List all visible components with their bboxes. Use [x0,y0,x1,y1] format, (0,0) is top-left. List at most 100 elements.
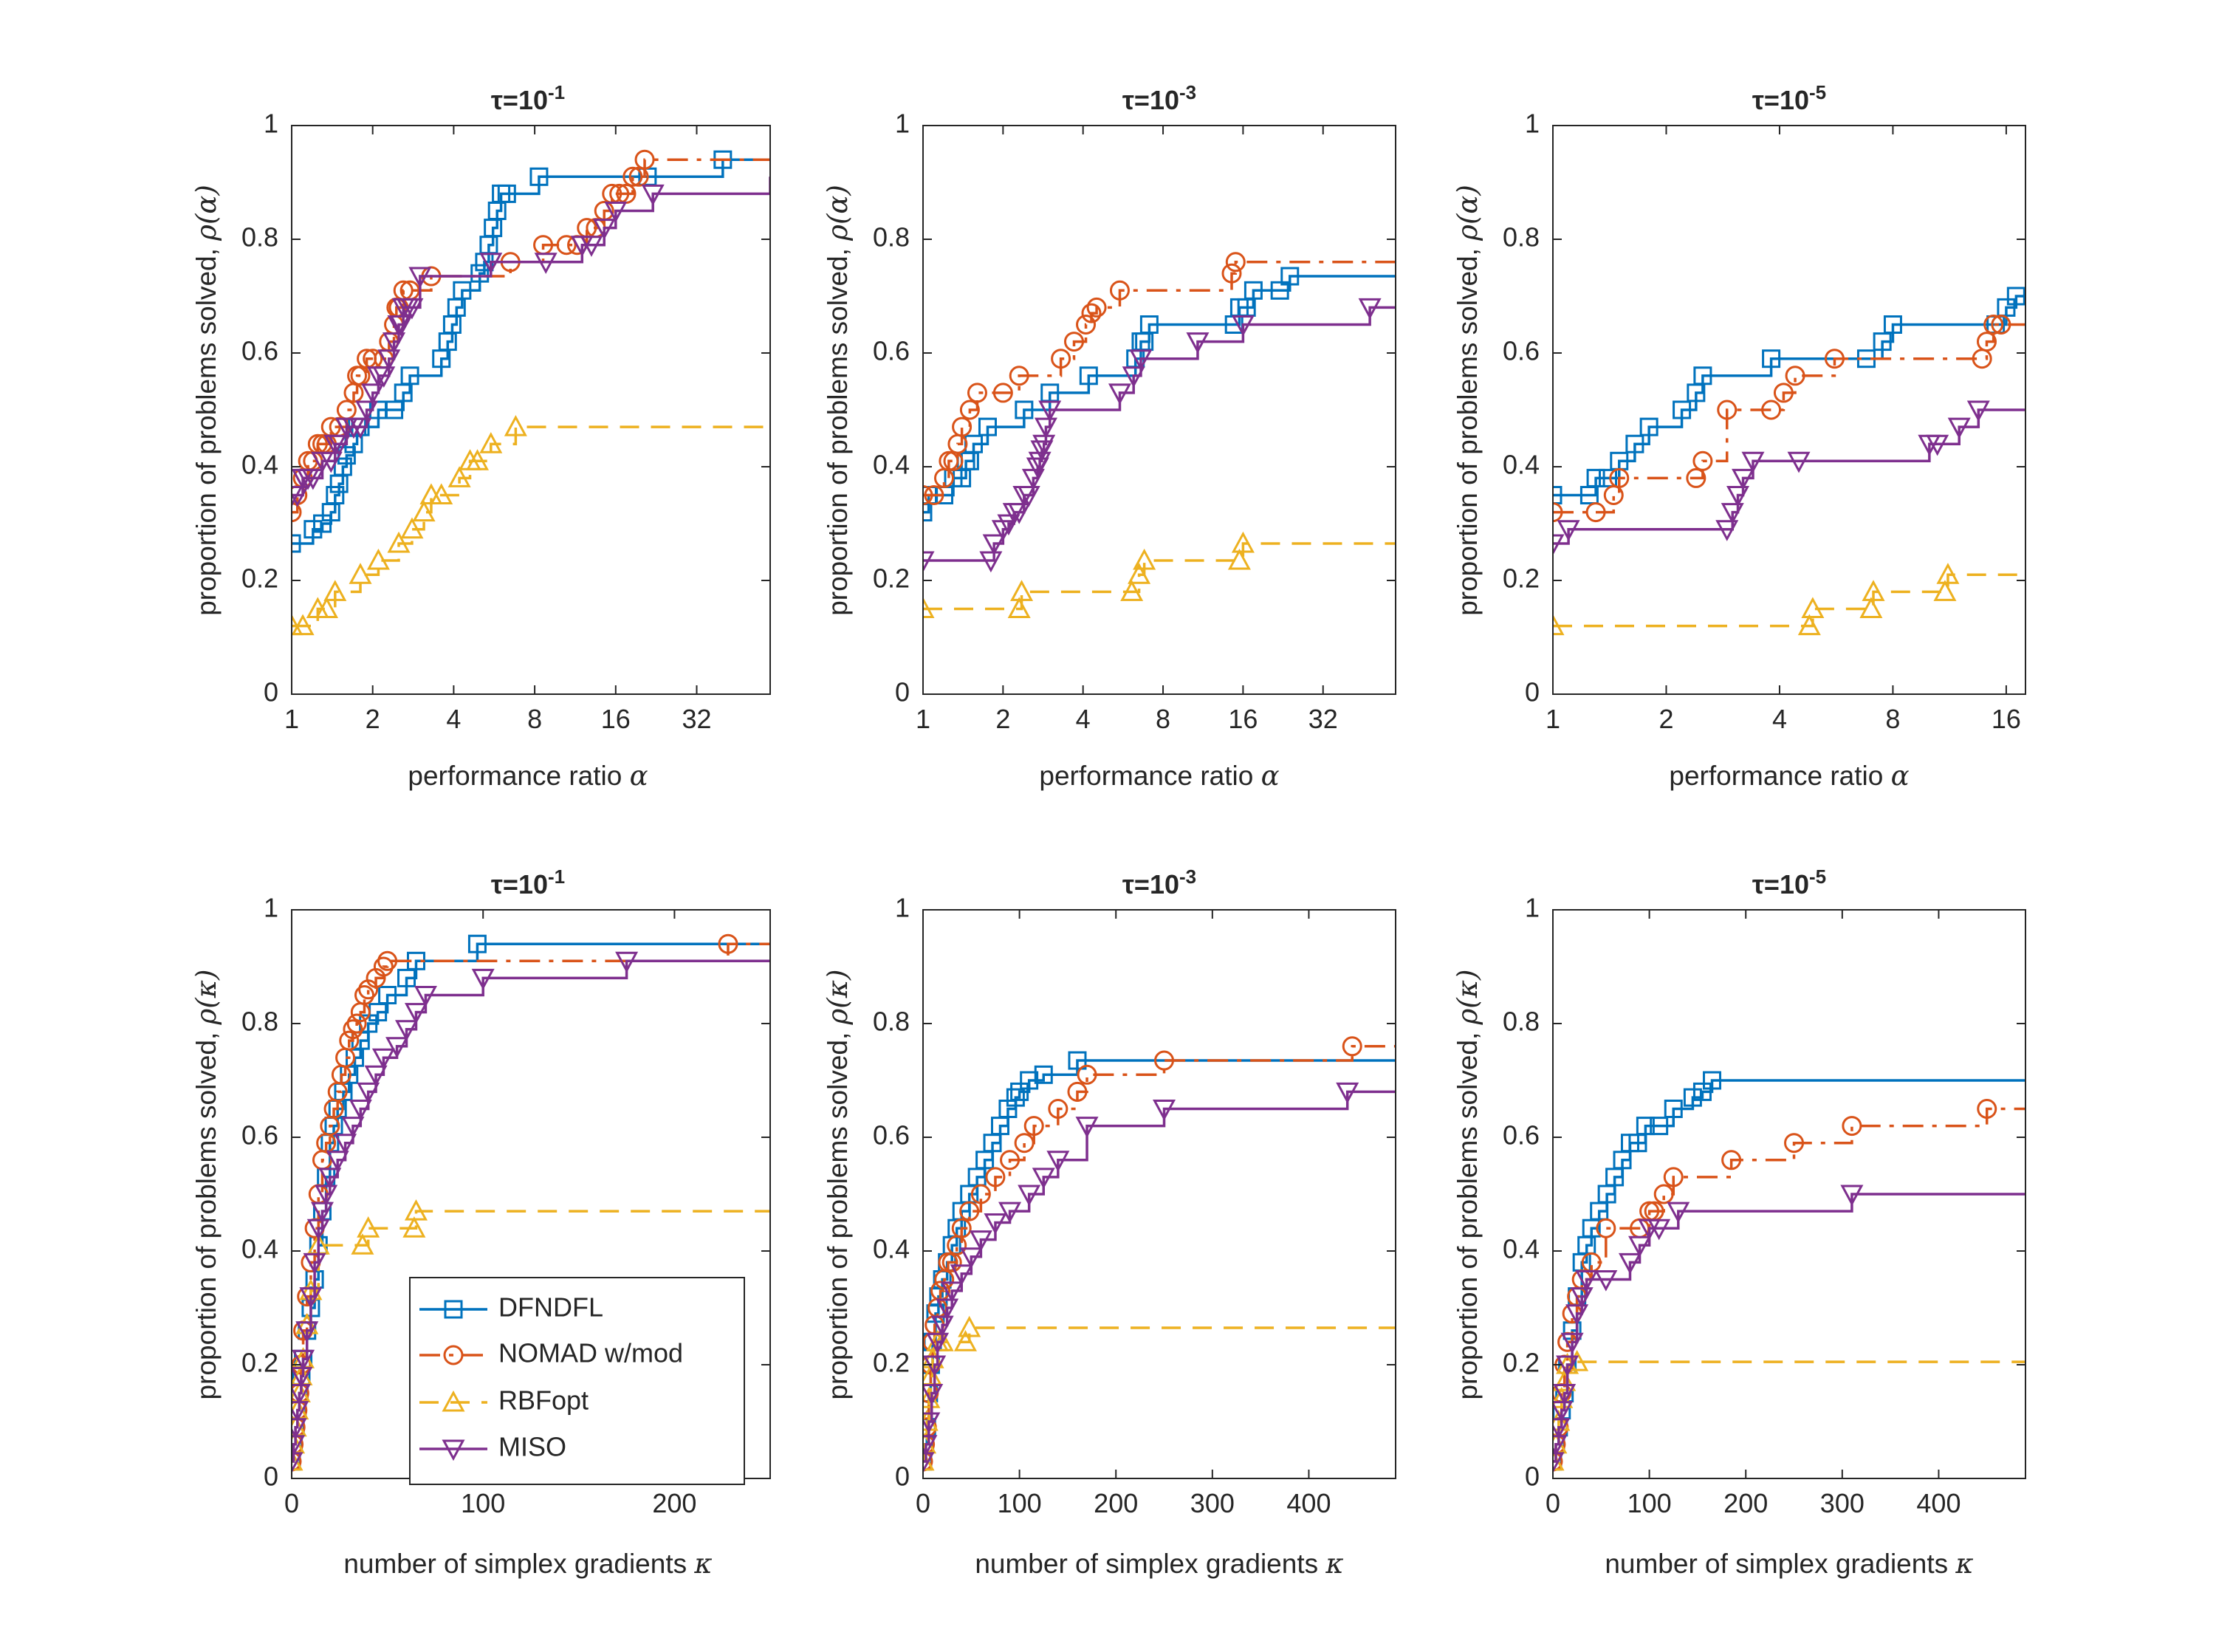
series-nomad-w-mod [923,252,1396,505]
x-tick-label: 8 [527,704,542,734]
data-point-dfndfl [1762,349,1781,369]
series-line-rbfopt [923,542,1396,611]
series-line-miso [292,959,770,1463]
data-point-nomad-w-mod [1686,467,1706,488]
data-point-miso [408,267,432,289]
data-point-nomad-w-mod [1067,1081,1088,1102]
data-point-miso [1721,503,1744,524]
data-point-nomad-w-mod [718,933,738,954]
series-miso [923,298,1396,573]
data-point-miso [615,951,639,973]
legend-marker [444,1300,463,1319]
data-point-nomad-w-mod [1983,315,2004,335]
data-point-rbfopt [1859,597,1883,618]
data-point-nomad-w-mod [1773,383,1794,403]
data-point-miso [479,253,503,274]
y-tick-label: 0.8 [241,222,278,253]
y-tick-label: 0.8 [1503,222,1540,253]
data-point-dfndfl [497,184,516,203]
series-line-miso [1553,408,2025,545]
y-tick-label: 0.4 [873,450,910,480]
data-point-nomad-w-mod [1717,400,1738,420]
x-tick-label: 0 [916,1488,930,1518]
y-tick-label: 0.6 [1503,336,1540,366]
data-point-nomad-w-mod [1023,1116,1044,1137]
data-point-miso [1122,366,1145,388]
series-line-rbfopt [923,1326,1396,1463]
data-point-miso [306,1219,330,1241]
data-point-miso [1007,503,1031,524]
data-point-dfndfl [1139,315,1159,334]
data-point-dfndfl [1553,486,1562,504]
data-point-miso [580,236,603,257]
y-axis-label: proportion of problems solved, ρ(α) [191,185,222,616]
data-point-miso [292,486,309,507]
data-point-nomad-w-mod [1784,1133,1805,1154]
data-point-nomad-w-mod [1014,1133,1035,1154]
data-point-miso [1046,1151,1070,1172]
data-point-miso [1231,315,1255,337]
x-tick-label: 8 [1885,704,1900,734]
data-point-dfndfl [378,986,397,1004]
data-point-miso [400,298,424,320]
data-point-miso [1594,1270,1618,1292]
series-miso [1553,400,2025,556]
data-point-nomad-w-mod [350,366,371,386]
data-point-miso [1034,417,1057,439]
y-tick-label: 1 [264,893,278,923]
y-tick-label: 0.8 [873,222,910,253]
data-point-miso [1553,1452,1565,1474]
data-point-rbfopt [1010,580,1034,601]
data-point-miso [292,1401,309,1422]
legend-item-dfndfl [419,1300,487,1319]
data-point-nomad-w-mod [924,485,944,505]
data-point-rbfopt [351,1233,374,1255]
data-point-rbfopt [402,1216,426,1238]
data-point-rbfopt [1553,614,1565,636]
data-point-miso [1017,486,1040,507]
data-point-miso [534,253,558,274]
data-point-miso [641,184,665,206]
data-point-miso [292,1435,306,1456]
data-point-rbfopt [357,1216,380,1238]
data-point-miso [292,1384,311,1405]
data-point-dfndfl [303,520,323,539]
data-point-nomad-w-mod [1842,1116,1862,1137]
data-point-miso [1947,417,1971,439]
data-point-dfndfl [326,486,345,504]
data-point-dfndfl [1636,1117,1655,1136]
data-point-nomad-w-mod [1991,315,2011,335]
data-point-nomad-w-mod [1051,349,1071,369]
x-axis-label: number of simplex gradients κ [975,1548,1343,1580]
data-point-nomad-w-mod [1553,502,1563,523]
data-point-rbfopt [387,531,411,553]
data-point-dfndfl [1650,1117,1669,1136]
y-axis-label: proportion of problems solved, ρ(κ) [822,970,854,1400]
data-point-miso [936,1298,959,1320]
y-tick-label: 0 [1525,1461,1540,1492]
series-miso [292,176,770,507]
x-tick-label: 4 [1076,704,1091,734]
data-point-dfndfl [1068,1051,1087,1070]
data-point-nomad-w-mod [1154,1050,1175,1071]
data-point-miso [1038,400,1062,422]
data-point-rbfopt [1128,563,1151,584]
data-point-miso [404,1003,428,1024]
data-point-nomad-w-mod [1109,280,1130,301]
data-point-nomad-w-mod [339,1030,360,1051]
data-point-nomad-w-mod [292,1451,302,1472]
data-point-rbfopt [479,432,503,453]
x-tick-label: 100 [461,1488,505,1518]
data-point-miso [997,514,1020,536]
panel-performance-tau-5: τ=10-5 performance ratio α proportion of… [1452,81,2026,792]
data-point-dfndfl [1873,332,1892,352]
y-tick-label: 0.8 [1503,1007,1540,1037]
x-tick-label: 32 [1308,704,1338,734]
legend-item-miso [419,1439,487,1461]
data-point-nomad-w-mod [377,950,398,971]
y-tick-label: 0 [895,677,910,707]
data-point-miso [923,1435,938,1456]
series-line-miso [292,176,770,497]
data-point-miso [923,1452,935,1474]
legend-item-nomad-w-mod [419,1345,487,1365]
